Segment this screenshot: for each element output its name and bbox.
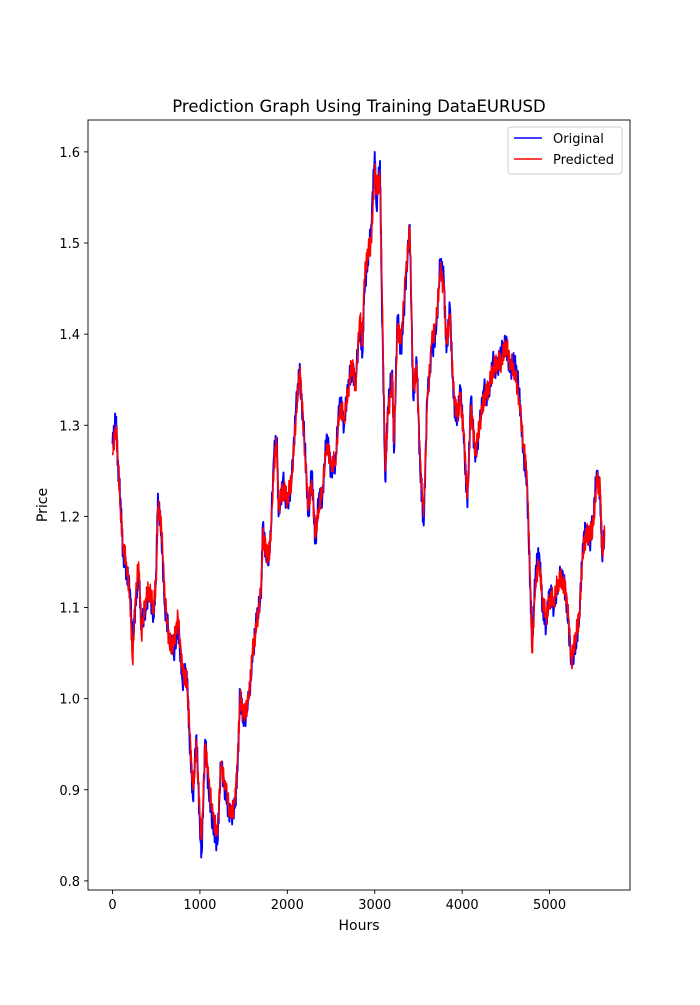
y-tick-label: 1.6 [59, 146, 80, 161]
series-line-predicted [111, 163, 606, 841]
x-tick-label: 2000 [271, 898, 304, 913]
y-tick-label: 0.8 [59, 875, 80, 890]
plot-background [88, 120, 630, 890]
legend: Original Predicted [507, 126, 623, 175]
x-tick-label: 0 [108, 898, 116, 913]
y-tick-label: 1.3 [59, 419, 80, 434]
y-axis-ticks: 0.8 0.9 1.0 1.1 1.2 1.3 1.4 1.5 1.6 [59, 146, 88, 890]
x-axis-label: Hours [338, 918, 379, 934]
y-axis-label: Price [35, 488, 51, 522]
y-tick-label: 1.2 [59, 510, 80, 525]
y-tick-label: 1.0 [59, 693, 80, 708]
plot-frame [87, 119, 631, 891]
y-tick-label: 1.5 [59, 237, 80, 252]
x-tick-label: 3000 [358, 898, 391, 913]
plot-area [87, 119, 631, 891]
y-tick-label: 1.1 [59, 602, 80, 617]
legend-label-predicted: Predicted [553, 153, 614, 168]
series-layer [111, 150, 606, 859]
x-tick-label: 1000 [183, 898, 216, 913]
y-tick-label: 1.4 [59, 328, 80, 343]
x-axis-ticks: 0 1000 2000 3000 4000 5000 [108, 890, 566, 913]
legend-label-original: Original [553, 132, 604, 147]
y-tick-label: 0.9 [59, 784, 80, 799]
x-tick-label: 5000 [533, 898, 566, 913]
chart-title: Prediction Graph Using Training DataEURU… [172, 97, 545, 116]
x-tick-label: 4000 [446, 898, 479, 913]
